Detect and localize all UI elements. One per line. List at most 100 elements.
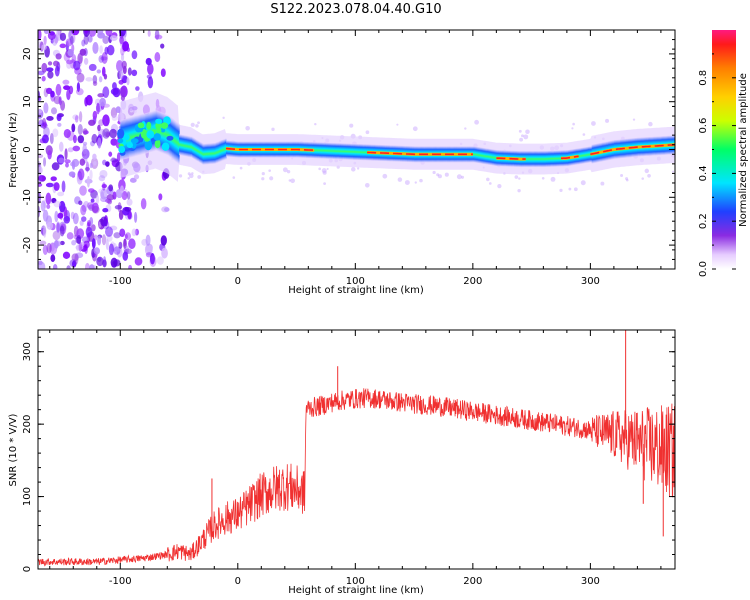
noise-blob	[104, 46, 109, 55]
ridge-strip	[350, 143, 353, 160]
ridge-strip	[163, 113, 166, 154]
faint-point	[572, 122, 575, 126]
faint-point	[178, 174, 183, 178]
noise-blob	[59, 141, 64, 152]
noise-blob	[80, 204, 87, 216]
ridge-strip	[494, 149, 496, 166]
noise-blob	[119, 86, 126, 97]
ridge-strip	[526, 150, 529, 168]
noise-blob	[147, 63, 154, 75]
noise-blob	[53, 60, 59, 67]
ridge-strip	[136, 115, 139, 156]
ridge-strip	[356, 143, 359, 161]
ridge-strip	[338, 143, 341, 160]
ridge-strip	[184, 135, 187, 157]
ridge-blob	[123, 134, 130, 141]
noise-blob	[67, 147, 74, 153]
noise-blob	[39, 240, 47, 246]
ridge-strip	[344, 143, 347, 160]
faint-point	[518, 177, 521, 180]
faint-point	[190, 122, 195, 127]
noise-blob	[120, 53, 125, 62]
ridge-strip	[355, 143, 358, 161]
noise-blob	[118, 79, 124, 85]
noise-blob	[119, 36, 124, 45]
noise-blob	[105, 226, 114, 237]
noise-blob	[102, 86, 110, 98]
noise-blob	[108, 243, 115, 256]
ridge-strip	[525, 150, 528, 168]
ridge-strip	[221, 139, 224, 161]
spectrogram-x-axis-label: Height of straight line (km)	[288, 285, 424, 296]
ridge-strip	[551, 150, 554, 167]
ridge-strip	[347, 143, 349, 160]
noise-blob	[131, 50, 138, 60]
noise-blob	[47, 31, 56, 40]
noise-blob	[71, 260, 77, 268]
noise-blob	[128, 238, 136, 250]
noise-blob	[55, 83, 62, 96]
faint-point	[349, 123, 354, 128]
noise-blob	[96, 30, 104, 36]
faint-point	[239, 166, 243, 170]
ridge-strip	[337, 143, 340, 160]
noise-blob	[124, 207, 132, 212]
ridge-strip	[329, 142, 332, 159]
noise-blob	[49, 132, 54, 145]
noise-blob	[53, 200, 61, 208]
noise-blob	[119, 228, 126, 238]
ridge-strip	[472, 146, 475, 163]
spectrogram-x-tick-label: -100	[109, 276, 132, 287]
faint-point	[523, 134, 529, 140]
ridge-strip	[173, 119, 175, 161]
noise-blob	[101, 66, 106, 77]
noise-blob	[116, 60, 124, 72]
noise-blob	[52, 128, 59, 138]
ridge-strip	[204, 143, 207, 165]
noise-blob	[58, 96, 62, 106]
noise-blob	[77, 52, 83, 64]
spectrogram-y-axis-label: Frequency (Hz)	[8, 112, 19, 188]
ridge-strip	[179, 134, 181, 156]
noise-blob	[101, 184, 108, 189]
noise-blob	[109, 128, 117, 139]
faint-point	[521, 134, 524, 138]
noise-blob	[79, 158, 86, 166]
ridge-strip	[331, 142, 334, 160]
ridge-strip	[216, 141, 219, 163]
noise-blob	[45, 87, 53, 95]
noise-blob	[85, 161, 90, 173]
noise-blob	[149, 253, 155, 265]
faint-point	[486, 177, 490, 182]
faint-point	[460, 175, 465, 179]
faint-point	[187, 177, 190, 180]
ridge-strip	[543, 150, 546, 168]
ridge-strip	[588, 146, 590, 163]
noise-blob	[78, 111, 83, 123]
noise-blob	[91, 202, 99, 214]
noise-blob	[76, 72, 85, 83]
noise-blob	[85, 226, 93, 238]
ridge-strip	[321, 142, 323, 159]
noise-blob	[66, 265, 71, 269]
noise-blob	[102, 114, 110, 127]
ridge-strip	[544, 150, 547, 168]
noise-blob	[120, 95, 126, 101]
colorbar-tick-label: 0.0	[698, 261, 709, 277]
noise-blob	[43, 102, 49, 114]
noise-blob	[93, 161, 97, 166]
ridge-strip	[353, 143, 355, 160]
noise-blob	[97, 124, 101, 132]
ridge-strip	[336, 143, 339, 160]
ridge-strip	[135, 115, 138, 156]
noise-blob	[38, 175, 46, 182]
ridge-strip	[190, 136, 193, 158]
noise-blob	[70, 211, 75, 220]
ridge-strip	[481, 147, 483, 164]
colorbar-tick-label: 0.2	[698, 213, 709, 229]
noise-blob	[86, 219, 92, 227]
noise-blob	[88, 264, 95, 269]
ridge-strip	[542, 150, 544, 168]
faint-point	[456, 174, 462, 180]
ridge-blob	[117, 138, 124, 144]
